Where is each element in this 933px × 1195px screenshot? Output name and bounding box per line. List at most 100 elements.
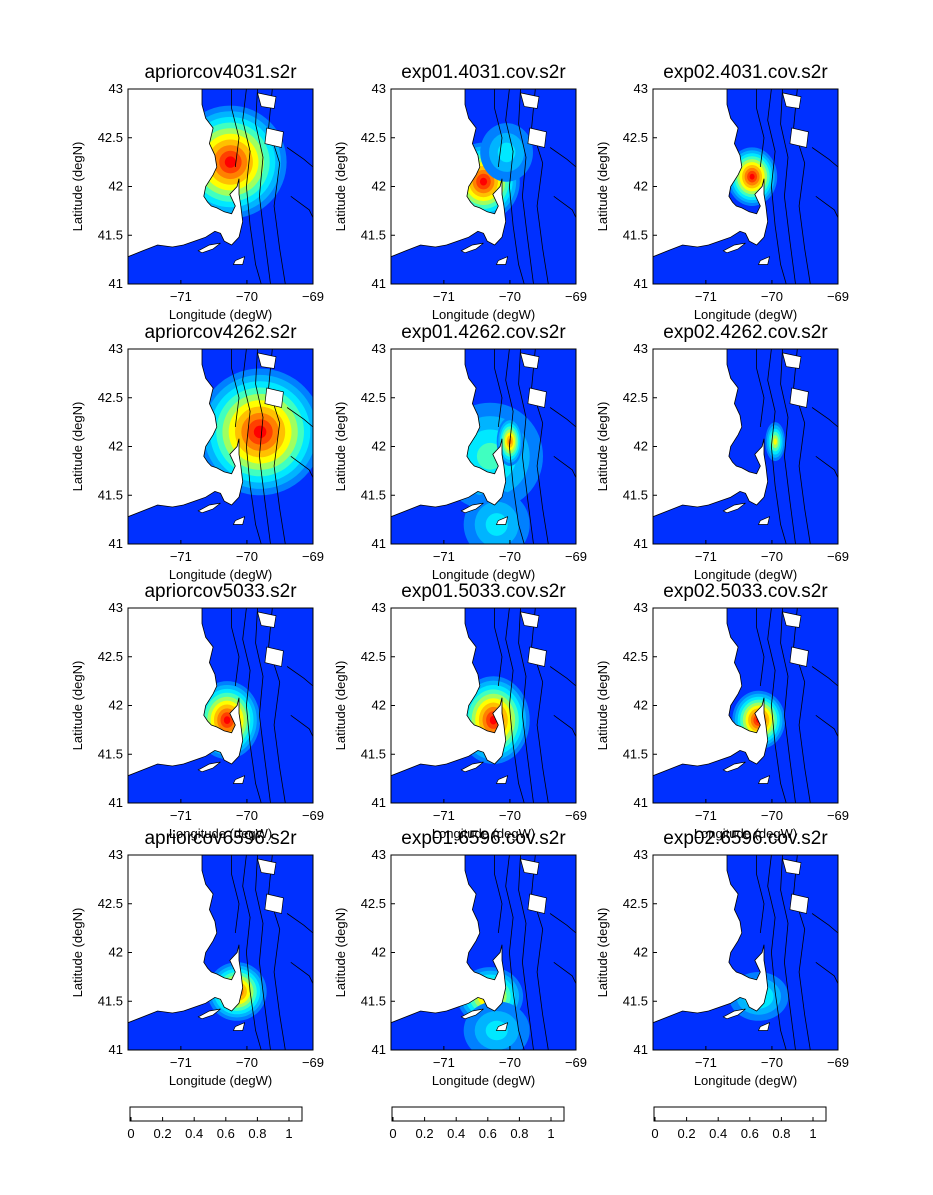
bathymetry-contour [793,89,811,284]
bathymetry-contour [518,855,534,1050]
panel-plot-area [653,855,838,1050]
y-tick-label: 41.5 [623,487,648,502]
y-tick-label: 43 [109,81,123,96]
bathymetry-contour [549,666,576,687]
y-tick-label: 41 [634,276,648,291]
bathymetry-contour [756,89,765,168]
bathymetry-contour [242,608,262,803]
y-tick-label: 43 [109,341,123,356]
bathymetry-contour [756,855,765,934]
colorbar-tick-label: 0.8 [248,1126,266,1141]
y-tick-label: 42 [634,179,648,194]
y-tick-label: 42.5 [98,130,123,145]
bathymetry-contour [531,608,549,803]
bathymetry-contour [268,349,286,544]
bathymetry-contour [815,195,838,218]
land-mass [653,855,769,1024]
bathymetry-contour [290,195,313,218]
bathymetry-contour [815,455,838,478]
y-tick-label: 43 [109,600,123,615]
colorbar: 0 0.2 0.4 0.6 0.8 1 [127,1106,303,1141]
bathymetry-contour [518,349,534,544]
y-axis-label: Latitude (degN) [333,661,348,751]
colorbar-tick-label: 0 [127,1126,134,1141]
colorbar-tick-label: 0.2 [416,1126,434,1141]
y-axis-label: Latitude (degN) [333,142,348,232]
bathymetry-contour [231,608,240,687]
bathymetry-contour [255,89,271,284]
x-tick-label: −70 [499,808,521,823]
bathymetry-contour [553,714,576,737]
x-tick-label: −70 [499,289,521,304]
x-tick-label: −71 [433,549,455,564]
y-tick-label: 42.5 [361,896,386,911]
y-tick-label: 41.5 [361,993,386,1008]
island [460,1008,484,1020]
x-tick-label: −69 [302,808,324,823]
y-tick-label: 41.5 [623,746,648,761]
island [232,516,246,525]
bathymetry-contour [268,855,286,1050]
y-tick-label: 43 [372,341,386,356]
island [527,387,547,408]
bathymetry-contour [780,855,796,1050]
island [782,352,802,369]
y-tick-label: 41.5 [98,227,123,242]
bathymetry-contour [767,608,787,803]
colorbar-frame [391,1106,565,1122]
land-mass [653,608,769,777]
panel-plot-area [653,349,838,544]
panel-plot-area [128,608,313,803]
panel-title: apriorcov4262.s2r [144,322,297,343]
island [232,256,246,265]
x-tick-label: −71 [170,549,192,564]
x-tick-label: −71 [695,289,717,304]
y-tick-label: 42.5 [361,390,386,405]
y-tick-label: 42 [109,698,123,713]
panel-plot-area [128,89,313,284]
land-mass [391,89,507,258]
bathymetry-contour [505,89,525,284]
y-tick-label: 42 [372,698,386,713]
covariance-contour [479,177,488,186]
island [520,611,540,628]
y-tick-label: 42.5 [361,649,386,664]
bathymetry-contour [553,961,576,984]
bathymetry-contour [811,913,838,934]
bathymetry-contour [756,608,765,687]
colorbar-tick-label: 1 [285,1126,292,1141]
panels-group: −71 −70 −69 41 41.5 42 42.5 43 apriorcov4031.s2r… [70,62,849,1088]
island [789,387,809,408]
x-tick-label: −70 [499,549,521,564]
y-tick-label: 43 [372,600,386,615]
x-axis-label: Longitude (degW) [169,826,272,841]
island [264,646,284,667]
y-tick-label: 42 [109,179,123,194]
colorbar-tick-label: 1 [809,1126,816,1141]
bathymetry-contour [549,913,576,934]
x-tick-label: −70 [761,549,783,564]
colorbar-tick-label: 0 [651,1126,658,1141]
colorbar-tick-label: 0.2 [154,1126,172,1141]
y-tick-label: 42 [634,945,648,960]
panel-title: exp02.4262.cov.s2r [663,322,828,343]
bathymetry-contour [505,855,525,1050]
y-tick-label: 41.5 [98,487,123,502]
bathymetry-contour [767,855,787,1050]
covariance-contour [223,716,231,724]
panel-title: exp01.4031.cov.s2r [401,62,566,83]
bathymetry-contour [242,349,262,544]
y-tick-label: 41 [634,536,648,551]
colorbars-group: 0 0.2 0.4 0.6 0.8 1 0 0.2 0.4 0.6 0.8 1 0 0.2 0.4 0.6 0.… [127,1106,827,1141]
bathymetry-contour [494,89,503,168]
bathymetry-contour [756,349,765,428]
x-tick-label: −69 [827,808,849,823]
x-axis-label: Longitude (degW) [694,826,797,841]
x-axis-label: Longitude (degW) [694,567,797,582]
y-tick-label: 41 [634,1042,648,1057]
island [789,893,809,914]
y-tick-label: 41 [372,1042,386,1057]
panel-title: exp02.4031.cov.s2r [663,62,828,83]
x-tick-label: −71 [433,1055,455,1070]
